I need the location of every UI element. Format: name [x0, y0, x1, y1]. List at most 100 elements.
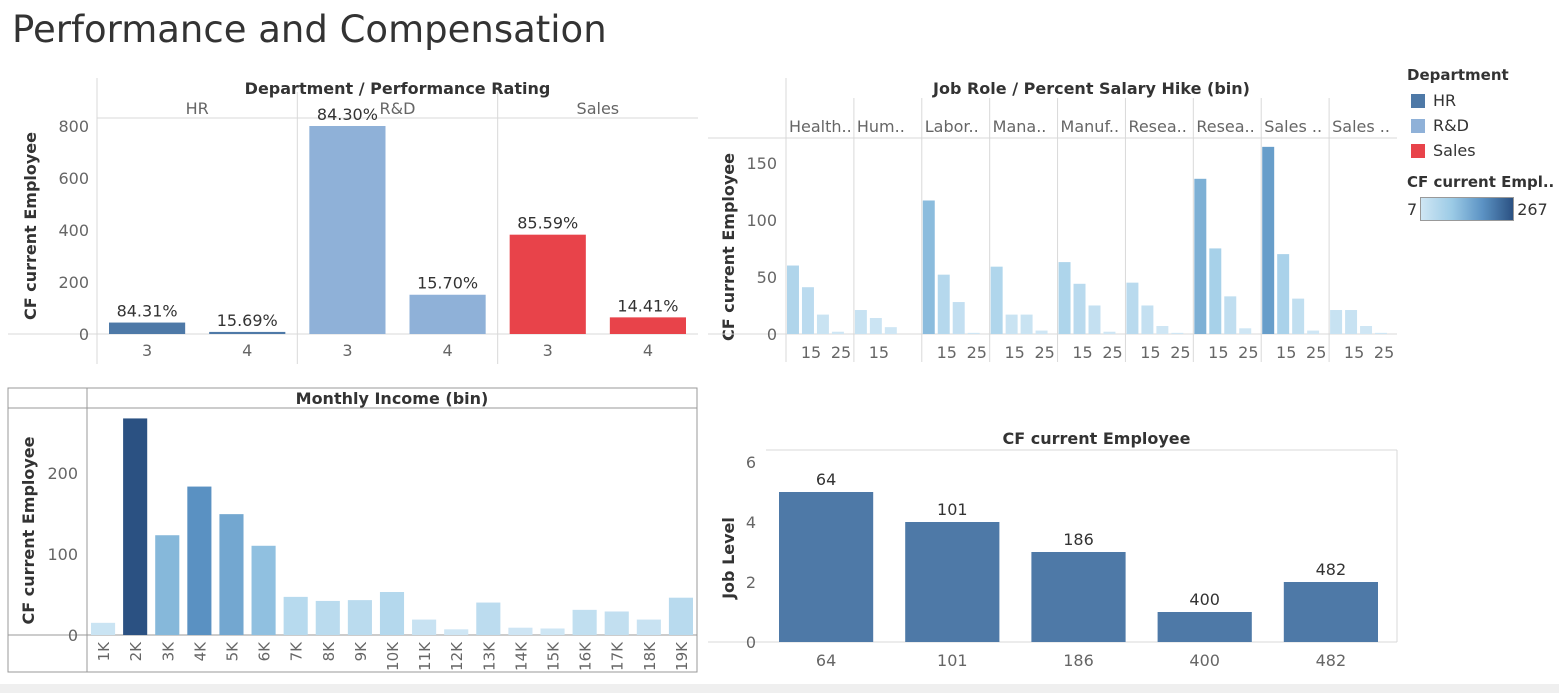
x-tick-label: 8K: [320, 641, 338, 662]
role-header-label: Mana..: [993, 117, 1047, 136]
y-axis-title: CF current Employee: [719, 153, 738, 341]
bar: [636, 619, 661, 635]
x-tick-label: 17K: [609, 641, 627, 671]
x-tick-label: 15: [801, 343, 821, 362]
x-tick-label: 15: [1072, 343, 1092, 362]
x-tick-label: 15: [1140, 343, 1160, 362]
bar: [412, 619, 437, 635]
bar-data-label: 101: [937, 500, 968, 519]
bar: [1375, 332, 1387, 334]
x-tick-label: 25: [1102, 343, 1122, 362]
x-tick-label: 15: [1344, 343, 1364, 362]
y-tick-label: 2: [746, 573, 756, 592]
y-tick-label: 0: [767, 325, 777, 344]
bar-data-label: 84.31%: [117, 302, 178, 321]
x-tick-label: 3K: [159, 641, 177, 662]
bar-data-label: 14.41%: [617, 296, 678, 315]
bar: [508, 627, 533, 635]
bar: [952, 302, 965, 334]
legend-item-sales[interactable]: Sales: [1407, 138, 1557, 163]
legend-item-rd[interactable]: R&D: [1407, 113, 1557, 138]
y-tick-label: 4: [746, 513, 756, 532]
bar-data-label: 15.70%: [417, 274, 478, 293]
y-tick-label: 200: [58, 273, 89, 292]
x-tick-label: 186: [1063, 651, 1094, 670]
x-tick-label: 12K: [448, 641, 466, 671]
y-tick-label: 200: [47, 464, 78, 483]
bar: [905, 522, 1000, 642]
y-tick-label: 6: [746, 453, 756, 472]
bar: [251, 545, 276, 635]
y-tick-label: 0: [746, 633, 756, 652]
bar: [1345, 310, 1358, 334]
bar: [831, 331, 844, 334]
gradient-bar: [1420, 197, 1515, 221]
bar: [816, 314, 829, 334]
y-tick-label: 800: [58, 117, 89, 136]
y-axis-title: CF current Employee: [21, 132, 40, 320]
bar: [1073, 283, 1086, 334]
bar: [444, 629, 469, 635]
role-header-label: Labor..: [925, 117, 979, 136]
bar: [668, 597, 693, 635]
y-tick-label: 100: [47, 545, 78, 564]
bar: [476, 602, 501, 635]
x-tick-label: 7K: [288, 641, 306, 662]
bar: [1126, 282, 1139, 334]
bar: [347, 600, 372, 635]
bar: [209, 331, 286, 334]
role-header-label: Resea..: [1128, 117, 1186, 136]
legend-label-rd: R&D: [1433, 116, 1469, 135]
role-header-label: Sales ..: [1264, 117, 1322, 136]
bar: [937, 274, 950, 334]
bar: [1283, 582, 1378, 642]
legend-item-hr[interactable]: HR: [1407, 88, 1557, 113]
bar: [379, 592, 405, 635]
role-header-label: Health..: [789, 117, 852, 136]
bar: [1156, 326, 1169, 334]
group-header-label: HR: [186, 99, 209, 118]
bar: [1005, 314, 1018, 334]
bar: [1239, 328, 1252, 334]
bar: [1277, 254, 1290, 334]
role-header-label: Resea..: [1196, 117, 1254, 136]
bar: [315, 600, 340, 635]
x-tick-label: 400: [1189, 651, 1220, 670]
x-tick-label: 4: [643, 341, 653, 360]
chart-title: Job Role / Percent Salary Hike (bin): [932, 79, 1250, 98]
bar: [1360, 326, 1373, 334]
department-performance-chart: Department / Performance Rating CF curren…: [8, 78, 698, 364]
x-tick-label: 25: [1306, 343, 1326, 362]
bar: [922, 200, 935, 334]
x-tick-label: 3: [543, 341, 553, 360]
chart-title: CF current Employee: [1002, 429, 1190, 448]
bar: [1262, 146, 1275, 334]
x-tick-label: 2K: [127, 641, 145, 662]
panel-border: [7, 387, 698, 673]
bar: [884, 327, 897, 334]
x-tick-label: 25: [967, 343, 987, 362]
x-tick-label: 19K: [673, 641, 691, 671]
x-tick-label: 4: [242, 341, 252, 360]
bar: [801, 287, 814, 334]
bar: [1103, 331, 1116, 334]
legend-swatch-hr: [1411, 93, 1425, 108]
x-tick-label: 1K: [95, 641, 113, 662]
x-tick-label: 18K: [641, 641, 659, 671]
bar: [572, 609, 597, 635]
y-tick-label: 100: [746, 211, 777, 230]
page-title: Performance and Compensation: [12, 8, 607, 51]
y-axis-title: Job Level: [719, 517, 738, 600]
x-tick-label: 64: [816, 651, 836, 670]
bar: [990, 266, 1003, 334]
y-tick-label: 0: [68, 626, 78, 645]
x-tick-label: 11K: [416, 641, 434, 671]
role-header-label: Hum..: [857, 117, 905, 136]
x-tick-label: 25: [1170, 343, 1190, 362]
bar-data-label: 15.69%: [217, 311, 278, 330]
x-tick-label: 6K: [256, 641, 274, 662]
bar: [1194, 178, 1207, 334]
gradient-legend: 7 267: [1407, 197, 1557, 221]
x-tick-label: 15: [1208, 343, 1228, 362]
y-axis-title: CF current Employee: [19, 436, 38, 624]
